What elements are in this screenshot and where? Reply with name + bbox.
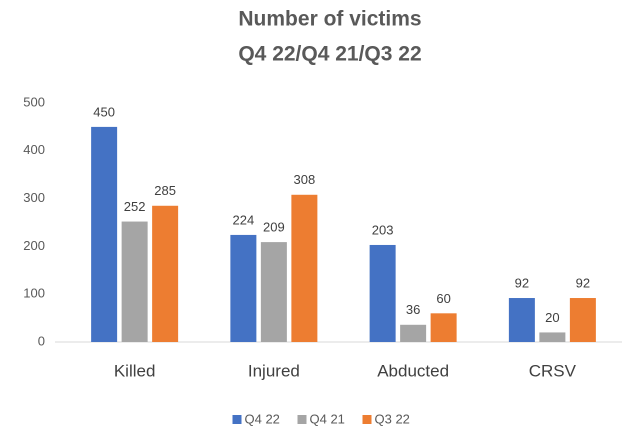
legend-swatch — [232, 415, 242, 424]
legend-swatch — [297, 415, 307, 424]
chart-subtitle: Q4 22/Q4 21/Q3 22 — [238, 43, 421, 66]
bar — [539, 332, 566, 342]
value-label: 308 — [294, 172, 316, 187]
bar — [508, 298, 535, 342]
bar — [260, 242, 287, 342]
bar — [152, 205, 179, 342]
value-label: 252 — [124, 199, 146, 214]
x-tick-label: CRSV — [529, 361, 577, 380]
bar — [121, 221, 148, 342]
legend-swatch — [362, 415, 372, 424]
bar — [569, 298, 596, 342]
bar — [91, 126, 118, 343]
y-tick-label: 100 — [23, 286, 45, 301]
legend-label: Q4 22 — [245, 411, 280, 426]
value-label: 36 — [406, 302, 420, 317]
y-tick-label: 400 — [23, 142, 45, 157]
value-label: 92 — [576, 275, 590, 290]
value-label: 92 — [515, 275, 529, 290]
value-label: 203 — [372, 222, 394, 237]
value-label: 20 — [545, 310, 559, 325]
x-tick-label: Abducted — [377, 361, 449, 380]
y-tick-label: 300 — [23, 190, 45, 205]
y-tick-label: 200 — [23, 238, 45, 253]
bar — [230, 234, 257, 342]
value-label: 285 — [154, 183, 176, 198]
x-tick-label: Injured — [248, 361, 300, 380]
bar — [430, 313, 457, 342]
chart-title: Number of victims — [238, 8, 421, 31]
y-tick-label: 500 — [23, 94, 45, 109]
y-tick-label: 0 — [38, 333, 45, 348]
value-label: 209 — [263, 220, 285, 235]
legend-label: Q3 22 — [375, 411, 410, 426]
bar — [400, 324, 427, 342]
bar — [369, 244, 396, 342]
bar — [291, 194, 318, 342]
legend-label: Q4 21 — [310, 411, 345, 426]
x-tick-label: Killed — [114, 361, 156, 380]
value-label: 60 — [436, 291, 450, 306]
value-label: 224 — [233, 212, 255, 227]
value-label: 450 — [93, 104, 115, 119]
